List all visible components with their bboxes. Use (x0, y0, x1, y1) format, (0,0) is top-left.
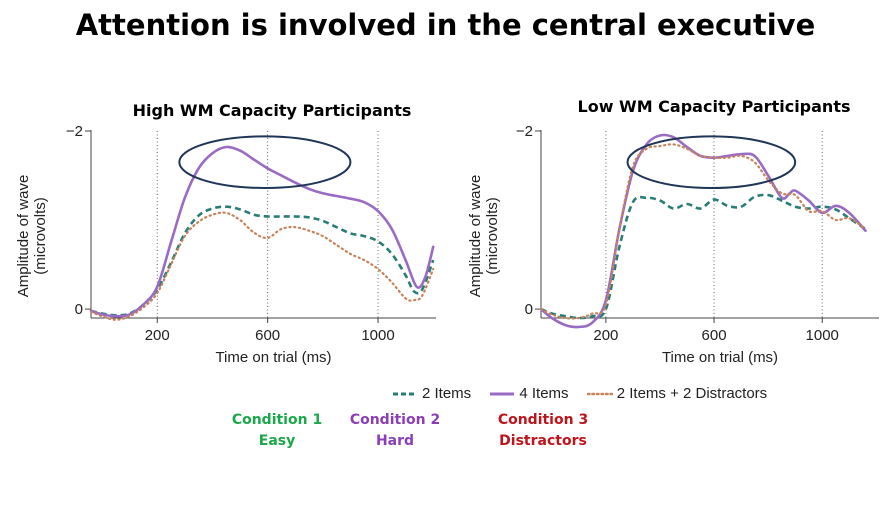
series-line-dotted (89, 211, 435, 321)
legend-item-2-items: 2 Items (392, 385, 471, 402)
y-axis-label-line: Amplitude of wave (15, 175, 32, 298)
legend: 2 Items 4 Items 2 Items + 2 Distractors (392, 384, 781, 402)
y-tick-label: −2 (516, 123, 533, 140)
x-tick-label: 600 (255, 327, 280, 344)
highlight-ellipse (178, 135, 352, 189)
series-line-dashed (90, 205, 435, 317)
y-axis-label: Amplitude of wave(microvolts) (467, 175, 501, 298)
chart-title: High WM Capacity Participants (133, 101, 412, 120)
x-tick-label: 200 (145, 327, 170, 344)
chart-title: Low WM Capacity Participants (578, 97, 851, 116)
series-line-dashed (540, 193, 867, 320)
chart-low-wm: Low WM Capacity Participants −2 0 200 600 100… (467, 97, 879, 366)
legend-item-4-items: 4 Items (489, 384, 569, 402)
condition-3-desc: Distractors (499, 433, 587, 449)
series-line-solid (89, 145, 435, 318)
legend-label: 2 Items + 2 Distractors (616, 384, 768, 402)
x-tick-label: 1000 (806, 327, 839, 344)
legend-item-distractors: 2 Items + 2 Distractors (586, 384, 768, 402)
condition-2-desc: Hard (375, 433, 415, 449)
condition-3-name: Condition 3 (497, 412, 589, 428)
legend-swatch-solid (490, 392, 515, 396)
condition-1-desc: Easy (258, 433, 296, 449)
y-axis-label-line: Amplitude of wave (467, 175, 484, 298)
condition-2-name: Condition 2 (349, 412, 441, 428)
chart-high-wm: High WM Capacity Participants −2 0 200 600 10… (15, 101, 436, 366)
x-axis-label: Time on trial (ms) (662, 349, 778, 366)
legend-swatch-dashed (393, 392, 417, 396)
y-tick-label: 0 (75, 301, 83, 318)
x-axis-label: Time on trial (ms) (215, 349, 331, 366)
highlight-ellipse (626, 135, 797, 189)
series-line-dotted (539, 143, 867, 320)
condition-1-label: Condition 1 Easy (222, 410, 332, 452)
y-tick-label: −2 (66, 123, 83, 140)
series-line-solid (539, 133, 867, 329)
condition-1-name: Condition 1 (231, 412, 323, 428)
condition-2-label: Condition 2 Hard (340, 410, 450, 452)
y-axis-label-line: (microvolts) (484, 197, 501, 275)
slide-title: Attention is involved in the central exe… (75, 8, 816, 42)
legend-label: 2 Items (422, 384, 472, 402)
condition-3-label: Condition 3 Distractors (478, 410, 608, 452)
legend-label: 4 Items (519, 384, 569, 402)
y-axis-label-line: (microvolts) (32, 197, 49, 275)
y-tick-label: 0 (525, 301, 533, 318)
x-tick-label: 200 (593, 327, 618, 344)
x-tick-label: 600 (702, 327, 727, 344)
y-axis-label: Amplitude of wave(microvolts) (15, 175, 49, 298)
x-tick-label: 1000 (361, 327, 394, 344)
legend-swatch-dotted (586, 392, 613, 395)
